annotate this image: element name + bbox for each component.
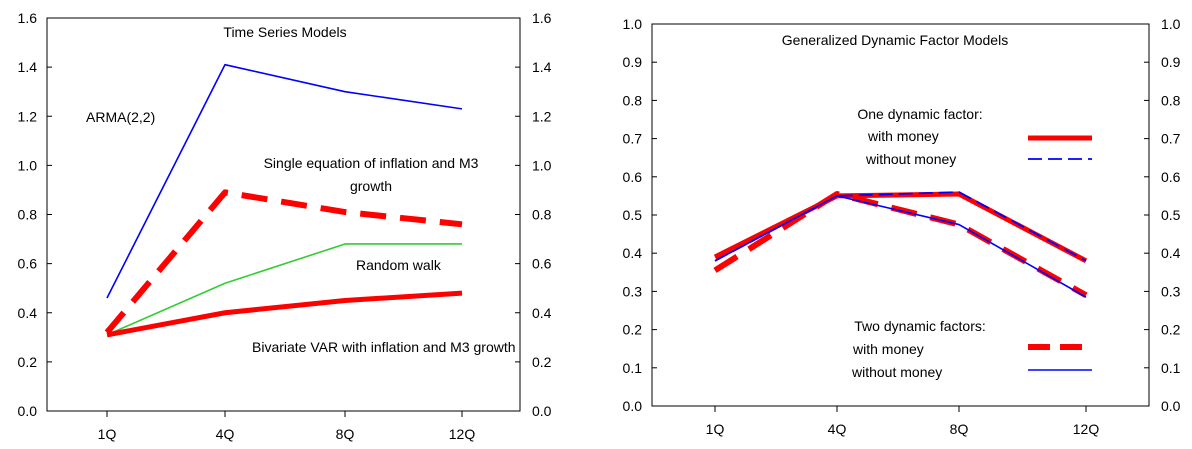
legend-entry-label: with money <box>852 341 924 357</box>
y-tick-label-left: 1.0 <box>18 157 38 173</box>
y-tick-label-right: 0.6 <box>1161 169 1181 185</box>
y-tick-label-left: 0.2 <box>623 322 643 338</box>
y-tick-label-left: 0.4 <box>623 245 643 261</box>
y-tick-label-left: 0.7 <box>623 131 643 147</box>
x-tick-label: 8Q <box>950 421 969 437</box>
legend-entry-label: with money <box>867 128 939 144</box>
legend-group-title: One dynamic factor: <box>857 106 982 122</box>
y-tick-label-right: 0.4 <box>532 305 552 321</box>
legend-entry-label: without money <box>851 364 942 380</box>
y-tick-label-left: 0.1 <box>623 360 643 376</box>
y-tick-label-right: 1.4 <box>532 59 552 75</box>
y-tick-label-right: 0.8 <box>1161 92 1181 108</box>
y-tick-label-right: 1.2 <box>532 108 552 124</box>
y-tick-label-right: 0.7 <box>1161 131 1181 147</box>
y-tick-label-right: 0.6 <box>532 256 552 272</box>
x-tick-label: 1Q <box>98 426 117 442</box>
y-tick-label-right: 0.9 <box>1161 54 1181 70</box>
series-label: Random walk <box>356 257 442 273</box>
y-tick-label-left: 1.0 <box>623 16 643 32</box>
chart-panel-2: 0.0 0.0 0.1 0.1 0.2 0.2 0.3 0.3 0.4 0.4 0.5 0.5 0.6 0… <box>623 16 1181 437</box>
y-tick-label-left: 0.5 <box>623 207 643 223</box>
x-tick-label: 4Q <box>828 421 847 437</box>
y-tick-label-right: 0.8 <box>532 207 552 223</box>
series-line-3 <box>106 243 462 336</box>
y-tick-label-right: 0.3 <box>1161 283 1181 299</box>
series-label: ARMA(2,2) <box>86 109 155 125</box>
y-tick-label-left: 0.6 <box>623 169 643 185</box>
y-tick-label-right: 0.5 <box>1161 207 1181 223</box>
chart-panel-1: 0.0 0.0 0.2 0.2 0.4 0.4 0.6 0.6 0.8 0.8 1.0 1.0 1.2 1… <box>18 10 552 442</box>
y-tick-label-left: 0.9 <box>623 54 643 70</box>
x-tick-label: 1Q <box>706 421 725 437</box>
y-tick-label-right: 0.0 <box>532 403 552 419</box>
y-tick-label-right: 1.0 <box>532 157 552 173</box>
x-tick-label: 8Q <box>336 426 355 442</box>
series-line-4 <box>714 195 1087 298</box>
legend-group-title: Two dynamic factors: <box>854 318 986 334</box>
y-tick-label-right: 0.0 <box>1161 398 1181 414</box>
y-tick-label-left: 0.2 <box>18 354 38 370</box>
y-tick-label-left: 0.8 <box>623 92 643 108</box>
y-tick-label-left: 0.4 <box>18 305 38 321</box>
y-tick-label-left: 1.6 <box>18 10 38 26</box>
y-tick-label-left: 0.3 <box>623 283 643 299</box>
y-tick-label-right: 0.1 <box>1161 360 1181 376</box>
y-tick-label-left: 0.8 <box>18 207 38 223</box>
y-tick-label-right: 1.6 <box>532 10 552 26</box>
series-line-4 <box>106 290 463 338</box>
x-tick-label: 4Q <box>216 426 235 442</box>
y-tick-label-left: 1.2 <box>18 108 38 124</box>
x-tick-label: 12Q <box>1073 421 1100 437</box>
series-line-1 <box>106 63 463 299</box>
y-tick-label-left: 0.0 <box>623 398 643 414</box>
series-label: Single equation of inflation and M3 growt… <box>264 155 479 194</box>
y-tick-label-left: 0.6 <box>18 256 38 272</box>
series-label: Bivariate VAR with inflation and M3 grow… <box>252 339 516 355</box>
y-tick-label-right: 1.0 <box>1161 16 1181 32</box>
plot-frame <box>46 17 521 412</box>
x-tick-label: 12Q <box>449 426 476 442</box>
series-label-line: growth <box>350 178 392 194</box>
y-tick-label-left: 0.0 <box>18 403 38 419</box>
chart-title: Generalized Dynamic Factor Models <box>782 32 1008 48</box>
y-tick-label-right: 0.4 <box>1161 245 1181 261</box>
legend-entry-label: without money <box>865 151 956 167</box>
series-line-2 <box>104 189 463 335</box>
chart-title: Time Series Models <box>223 24 346 40</box>
series-line-3 <box>713 190 1088 298</box>
y-tick-label-right: 0.2 <box>532 354 552 370</box>
plot-frame <box>651 23 1150 407</box>
y-tick-label-left: 1.4 <box>18 59 38 75</box>
y-tick-label-right: 0.2 <box>1161 322 1181 338</box>
series-label-line: Single equation of inflation and M3 <box>264 155 479 171</box>
